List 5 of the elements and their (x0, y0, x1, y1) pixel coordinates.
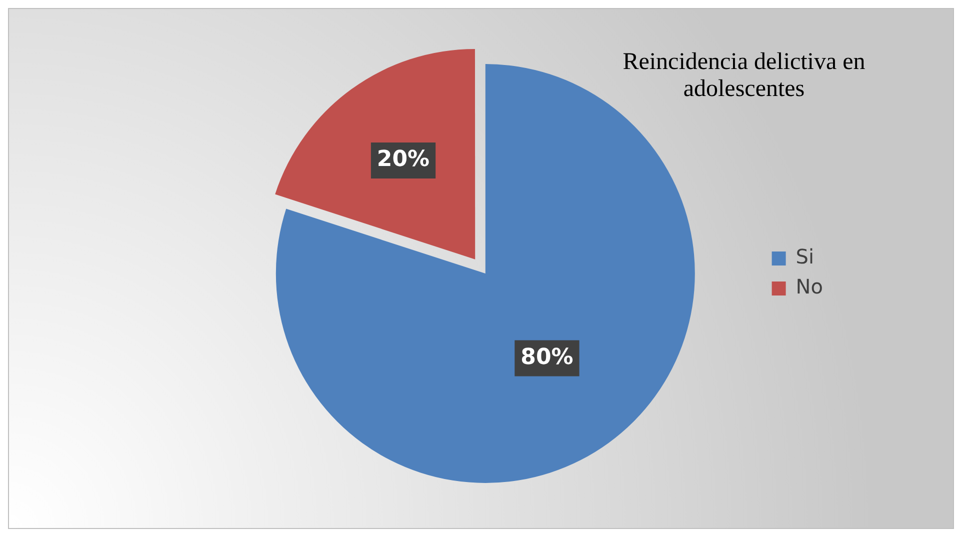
legend-label: No (796, 274, 824, 299)
legend-label: Si (796, 244, 814, 269)
data-label: 80% (520, 344, 574, 370)
text: Reincidencia delictiva en adolescentes (622, 49, 866, 103)
data-label: 20% (376, 147, 430, 172)
